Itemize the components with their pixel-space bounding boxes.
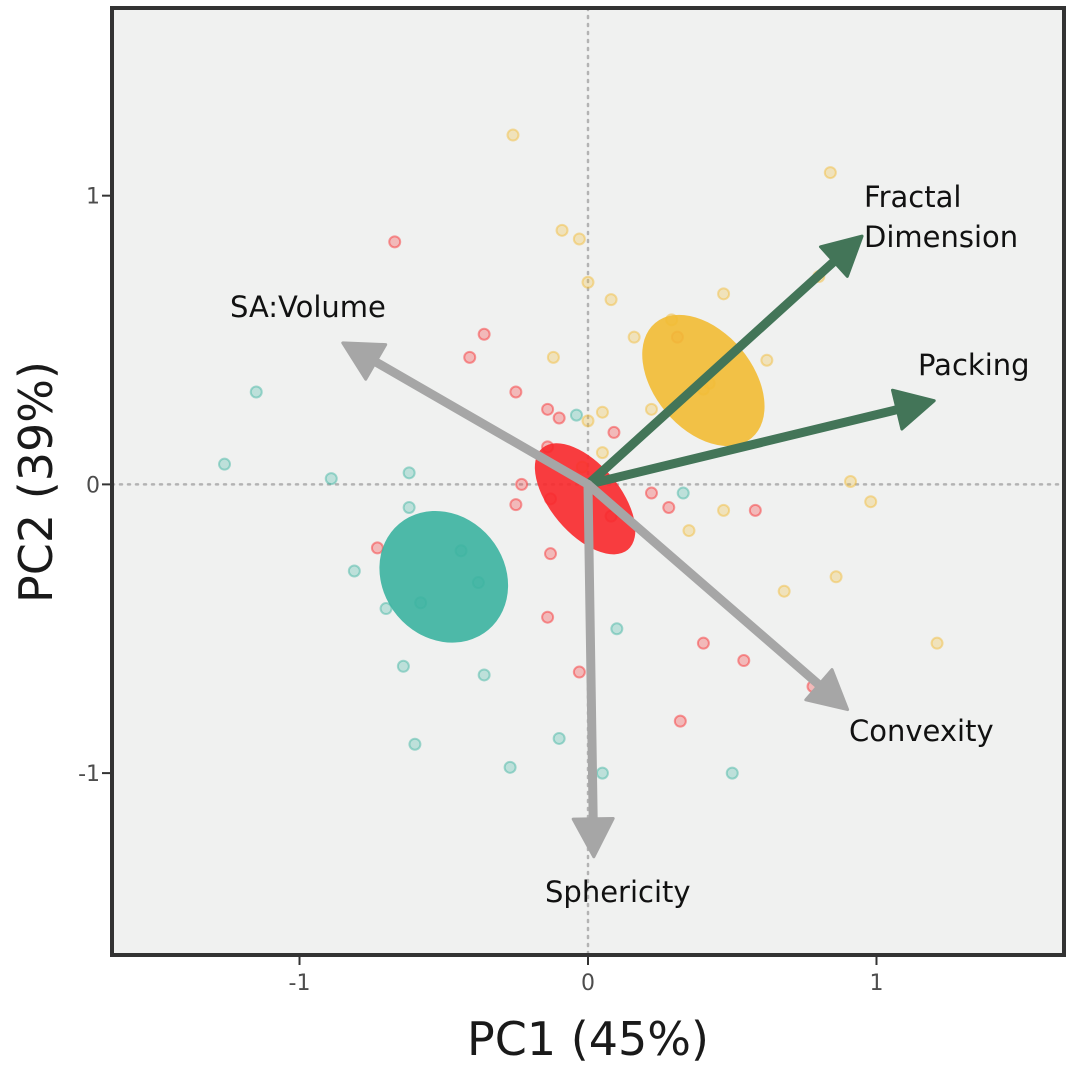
- group-ellipse: [379, 510, 509, 643]
- data-point: [610, 622, 624, 636]
- data-point: [324, 472, 338, 486]
- data-point: [737, 654, 751, 668]
- data-point: [844, 475, 858, 488]
- loading-arrow-head: [891, 388, 936, 431]
- data-point: [748, 503, 762, 517]
- data-point: [572, 232, 586, 246]
- data-point: [477, 668, 491, 682]
- loading-arrow-head: [571, 817, 615, 859]
- loading-label: SA:Volume: [230, 290, 386, 324]
- data-point: [676, 486, 690, 500]
- loading-labels: Fractal Dimension Packing SA:Volume Convexit…: [230, 180, 1030, 909]
- data-point: [696, 636, 710, 650]
- data-point: [595, 405, 609, 419]
- loading-label: Fractal Dimension: [864, 180, 1018, 254]
- data-point: [823, 166, 837, 180]
- loading-arrow-head: [819, 234, 864, 278]
- data-point: [379, 602, 393, 616]
- data-point: [604, 293, 618, 307]
- data-point: [725, 766, 739, 780]
- data-point: [717, 503, 731, 517]
- loading-label: Convexity: [849, 714, 994, 748]
- data-point: [682, 524, 696, 538]
- y-tick-label: 1: [86, 185, 100, 210]
- data-point: [673, 714, 687, 728]
- data-point: [760, 353, 774, 367]
- data-point: [541, 402, 555, 416]
- data-point: [388, 235, 402, 249]
- data-point: [595, 766, 609, 780]
- data-point: [506, 128, 520, 142]
- data-point: [463, 350, 477, 364]
- loading-arrow-head: [804, 668, 850, 712]
- data-point: [569, 408, 583, 422]
- loading-label: Packing: [918, 348, 1030, 382]
- loading-arrow-shaft: [583, 479, 828, 694]
- data-point: [595, 446, 609, 460]
- data-point: [662, 500, 676, 514]
- data-point: [509, 498, 523, 512]
- data-point: [543, 547, 557, 561]
- data-point: [717, 287, 731, 301]
- y-tick-label: -1: [78, 762, 100, 787]
- x-tick-label: 1: [869, 971, 883, 996]
- data-point: [644, 486, 658, 500]
- x-tick-label: -1: [289, 971, 311, 996]
- axis-ticks: -1 0 1 -1 0 1: [78, 185, 883, 996]
- data-point: [249, 385, 263, 399]
- loading-arrow-shaft: [583, 479, 598, 830]
- x-axis-title: PC1 (45%): [467, 1012, 709, 1066]
- data-point: [627, 330, 641, 344]
- data-point: [777, 584, 791, 598]
- y-axis-title: PC2 (39%): [9, 361, 63, 603]
- data-point: [864, 495, 878, 509]
- data-point: [402, 466, 416, 480]
- data-point: [572, 665, 586, 679]
- loading-arrow-head: [341, 341, 388, 381]
- data-point: [503, 760, 517, 774]
- data-point: [607, 425, 621, 439]
- loading-arrow-shaft: [366, 354, 593, 489]
- data-point: [552, 411, 566, 425]
- data-point: [541, 610, 555, 624]
- loading-arrows: [341, 234, 936, 859]
- y-tick-label: 0: [86, 473, 100, 498]
- data-point: [396, 659, 410, 673]
- loading-arrow-shaft: [583, 403, 908, 489]
- data-point: [829, 570, 843, 584]
- data-point: [347, 564, 361, 578]
- data-point: [644, 402, 658, 416]
- loading-arrow-shaft: [583, 253, 843, 489]
- loading-label: Sphericity: [545, 875, 691, 909]
- data-point: [509, 385, 523, 399]
- data-point: [581, 275, 595, 289]
- x-tick-label: 0: [581, 971, 595, 996]
- data-point: [477, 327, 491, 341]
- data-point: [555, 223, 569, 237]
- plot-border: [110, 6, 1066, 957]
- data-point: [930, 636, 944, 650]
- data-point: [552, 731, 566, 745]
- data-point: [218, 457, 232, 471]
- data-point: [581, 414, 595, 428]
- data-point: [402, 500, 416, 514]
- data-point: [515, 477, 529, 491]
- data-point: [370, 541, 384, 555]
- data-point: [408, 737, 422, 751]
- data-point: [546, 350, 560, 364]
